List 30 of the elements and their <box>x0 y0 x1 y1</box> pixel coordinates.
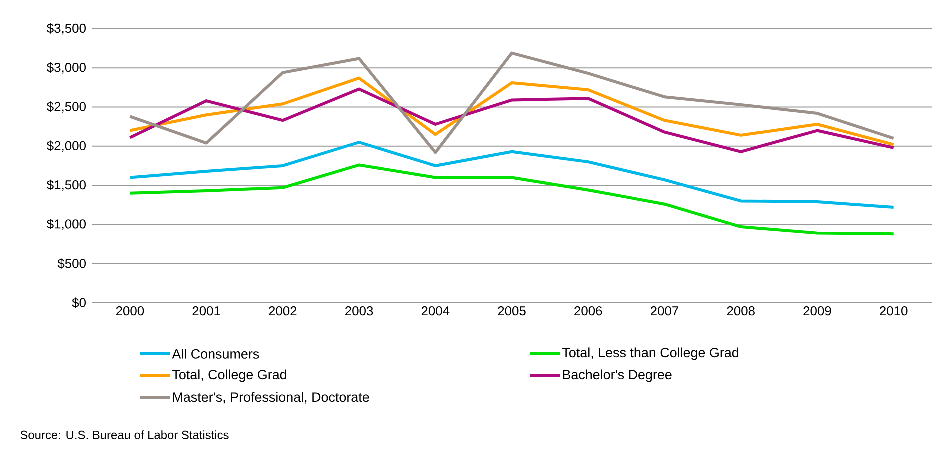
y-tick-label: $1,000 <box>47 219 86 230</box>
y-tick-label: $500 <box>58 258 86 270</box>
line-series <box>128 88 896 154</box>
y-tick-label: $1,500 <box>47 180 86 192</box>
x-tick-label: 2010 <box>880 306 908 316</box>
line-series <box>128 76 896 146</box>
legend-label: Bachelor's Degree <box>563 370 672 382</box>
line-series <box>128 164 896 236</box>
y-tick-label: $0 <box>72 298 86 308</box>
source-note: Source: U.S. Bureau of Labor Statistics <box>20 430 229 440</box>
line-series <box>128 141 896 209</box>
x-tick-label: 2003 <box>346 306 374 316</box>
x-tick-label: 2008 <box>727 306 755 316</box>
legend-label: Total, Less than College Grad <box>562 348 738 360</box>
legend-label: Total, College Grad <box>172 370 286 382</box>
x-tick-label: 2006 <box>574 306 602 316</box>
line-series <box>128 52 896 154</box>
legend-label: All Consumers <box>172 349 260 359</box>
legend-label: Master's, Professional, Doctorate <box>173 392 370 404</box>
x-tick-label: 2000 <box>116 306 144 316</box>
x-tick-label: 2009 <box>804 306 832 316</box>
y-tick-label: $2,500 <box>47 102 86 113</box>
y-tick-label: $2,000 <box>47 140 86 152</box>
y-tick-label: $3,000 <box>47 62 86 74</box>
x-tick-label: 2001 <box>192 306 220 316</box>
x-tick-label: 2002 <box>269 306 297 316</box>
x-tick-label: 2005 <box>498 306 526 316</box>
y-tick-label: $3,500 <box>47 23 86 35</box>
x-tick-label: 2007 <box>650 306 678 316</box>
x-tick-label: 2004 <box>422 306 450 316</box>
